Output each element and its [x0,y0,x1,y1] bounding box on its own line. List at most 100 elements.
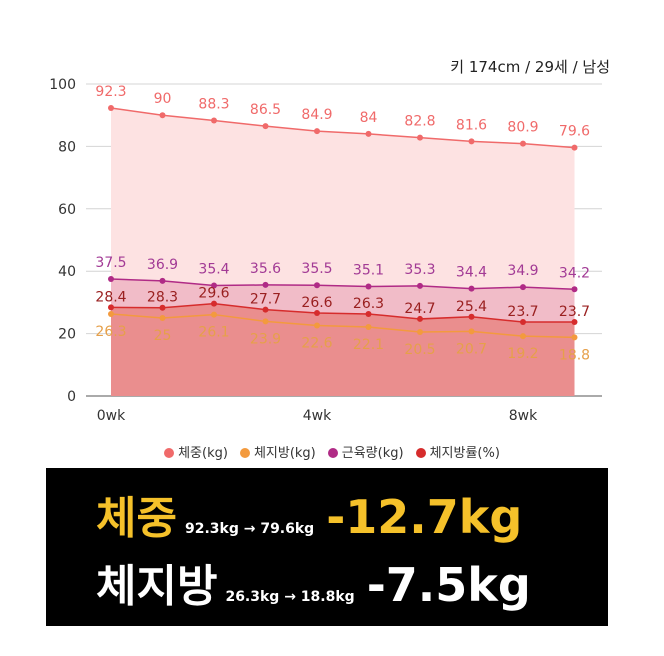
data-label: 20.7 [456,341,487,357]
data-label: 23.7 [507,304,538,320]
y-tick-label: 0 [67,389,76,405]
data-label: 34.9 [507,263,538,279]
data-label: 34.4 [456,265,487,281]
data-label: 79.6 [559,124,590,140]
y-tick-label: 100 [49,77,76,93]
data-point [211,282,217,289]
data-point [365,324,372,331]
data-label: 26.3 [353,296,384,312]
data-label: 25.4 [456,299,487,315]
data-label: 23.9 [250,331,281,347]
data-label: 37.5 [95,255,126,271]
legend-item: 근육량(kg) [327,442,404,461]
chart-legend: 체중(kg) 체지방(kg) 근육량(kg) 체지방률(%) [0,442,664,461]
data-point [571,334,578,341]
data-point [159,112,166,119]
data-point [520,140,526,147]
data-point [108,105,114,112]
data-point [365,130,372,137]
line-series-1 [110,278,575,291]
data-label: 35.4 [198,262,229,278]
data-point [520,333,526,340]
data-point [468,285,475,292]
legend-item: 체중(kg) [164,442,228,461]
data-label: 28.4 [95,289,126,305]
data-point [314,128,320,135]
data-label: 27.7 [250,292,281,308]
data-point [571,286,578,293]
legend-label: 체지방률(%) [429,446,500,461]
data-label: 82.8 [404,114,435,130]
data-point [262,318,269,325]
data-point [314,282,320,289]
data-point [417,282,423,289]
data-label: 34.2 [559,265,590,281]
data-label: 26.6 [301,295,332,311]
legend-item: 체지방(kg) [239,442,316,461]
data-point [520,284,526,291]
legend-label: 체지방(kg) [253,446,316,461]
line-series-0 [110,107,575,149]
data-label: 22.6 [301,335,332,351]
data-label: 35.1 [353,262,384,278]
weight-summary-change: -12.7kg [326,490,523,544]
legend-swatch [164,448,175,458]
data-point [262,281,269,288]
data-point [211,117,217,124]
x-tick-label: 8wk [509,408,538,424]
y-tick-label: 20 [58,327,76,343]
legend-label: 체중(kg) [178,446,228,461]
data-point [262,123,269,130]
weight-summary: 체중 92.3kg → 79.6kg -12.7kg [96,482,523,544]
data-label: 90 [154,91,172,107]
data-label: 26.3 [95,324,126,340]
data-point [417,329,423,336]
body-composition-chart: 0 20 40 60 80 100 0wk 4wk 8wk 92.3 90 88.3 86.5 84.9 8… [49,77,602,424]
data-label: 24.7 [404,301,435,317]
data-point [108,276,114,282]
data-point [108,310,114,317]
fat-summary-label: 체지방 [96,561,218,612]
fat-summary-detail: 26.3kg → 18.8kg [225,589,355,605]
data-point [365,283,372,290]
data-point [262,306,269,313]
data-label: 80.9 [507,120,538,136]
data-point [314,322,320,329]
data-label: 23.7 [559,304,590,320]
data-label: 20.5 [404,342,435,358]
data-point [211,311,217,318]
legend-swatch [327,448,338,458]
data-point [571,144,578,151]
data-label: 26.1 [198,325,229,341]
data-point [159,304,166,311]
y-tick-label: 60 [58,202,76,218]
x-tick-label: 4wk [303,408,332,424]
data-label: 35.6 [250,261,281,277]
data-point [520,319,526,326]
legend-swatch [239,448,250,458]
data-label: 86.5 [250,102,281,118]
data-label: 36.9 [147,257,178,273]
fat-summary: 체지방 26.3kg → 18.8kg -7.5kg [96,550,531,612]
line-series-2 [110,302,575,323]
data-point [365,310,372,317]
x-tick-label: 0wk [97,408,126,424]
data-point [417,134,423,141]
data-label: 88.3 [198,97,229,113]
data-label: 28.3 [147,290,178,306]
data-point [108,304,114,311]
legend-label: 근육량(kg) [341,446,404,461]
data-point [468,313,475,320]
data-label: 81.6 [456,117,487,133]
weight-summary-detail: 92.3kg → 79.6kg [184,521,315,537]
data-label: 84 [360,110,378,126]
data-point [571,319,578,326]
data-point [314,310,320,317]
summary-panel: 체중 92.3kg → 79.6kg -12.7kg 체지방 26.3kg → … [46,468,608,626]
fat-summary-change: -7.5kg [366,558,531,612]
data-label: 18.8 [559,347,590,363]
data-label: 29.6 [198,286,229,302]
data-label: 84.9 [301,107,332,123]
data-point [417,315,423,322]
data-label: 92.3 [95,84,126,100]
